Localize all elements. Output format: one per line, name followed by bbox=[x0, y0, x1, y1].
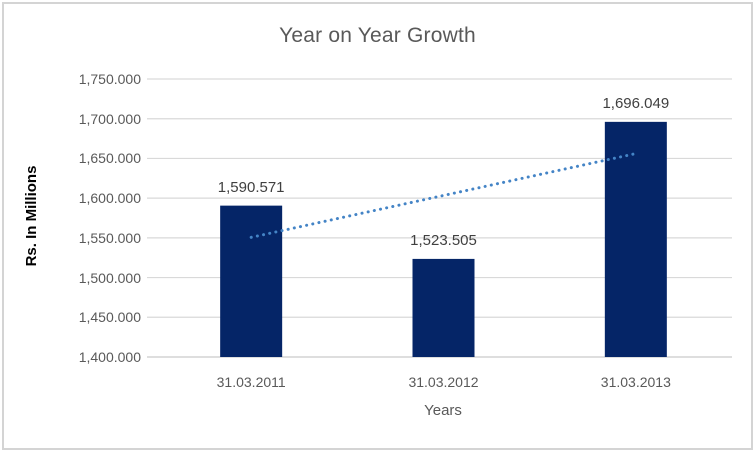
y-tick-label: 1,600.000 bbox=[78, 190, 141, 207]
x-category-label: 31.03.2013 bbox=[600, 374, 671, 390]
bar-31.03.2013 bbox=[604, 121, 667, 357]
y-tick-label: 1,450.000 bbox=[78, 309, 141, 326]
bar-31.03.2011 bbox=[220, 205, 283, 357]
y-axis-title: Rs. In Millions bbox=[23, 165, 40, 267]
bar-data-label: 1,523.505 bbox=[410, 231, 477, 249]
trendline bbox=[249, 152, 638, 239]
y-tick-label: 1,750.000 bbox=[78, 71, 141, 87]
x-category-label: 31.03.2011 bbox=[216, 374, 286, 390]
y-tick-label: 1,700.000 bbox=[78, 110, 141, 127]
y-tick-label: 1,650.000 bbox=[78, 150, 141, 167]
y-tick-label: 1,550.000 bbox=[78, 229, 141, 246]
bar-data-label: 1,696.049 bbox=[602, 94, 670, 112]
y-tick-label: 1,400.000 bbox=[78, 349, 141, 365]
chart-title: Year on Year Growth bbox=[279, 24, 476, 47]
x-axis-title: Years bbox=[424, 402, 462, 419]
y-tick-label: 1,500.000 bbox=[78, 269, 141, 286]
bar-data-label: 1,590.571 bbox=[217, 178, 285, 196]
bar-31.03.2012 bbox=[412, 258, 475, 357]
x-category-label: 31.03.2012 bbox=[408, 374, 479, 390]
